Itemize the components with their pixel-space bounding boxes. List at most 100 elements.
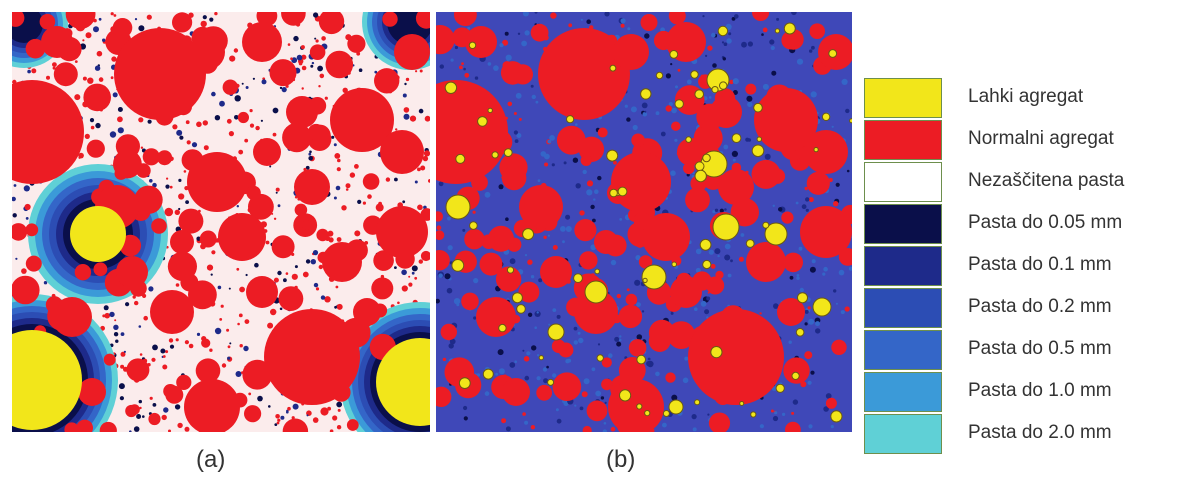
lightweight-aggregate [750, 411, 757, 418]
paste-speckle [474, 76, 479, 80]
normal-aggregate [222, 79, 238, 95]
lightweight-aggregate [636, 354, 646, 365]
paste-speckle [524, 375, 530, 381]
paste-speckle [113, 14, 117, 17]
normal-aggregate [706, 276, 725, 295]
paste-speckle [581, 391, 588, 398]
paste-speckle [655, 111, 660, 116]
paste-speckle [301, 54, 307, 60]
microstructure-image-a [12, 12, 430, 432]
paste-speckle [237, 322, 240, 326]
normal-aggregate [436, 80, 508, 184]
legend-swatch [864, 330, 942, 370]
lightweight-aggregate [710, 346, 723, 359]
paste-speckle [670, 170, 676, 176]
paste-speckle [620, 23, 625, 28]
paste-speckle [522, 349, 525, 352]
paste-speckle [172, 124, 178, 130]
paste-speckle [25, 217, 29, 220]
normal-aggregate [380, 130, 424, 174]
paste-speckle [186, 140, 191, 145]
paste-speckle [226, 118, 232, 124]
lightweight-aggregate [685, 136, 692, 143]
paste-speckle [487, 62, 492, 66]
paste-speckle [759, 312, 762, 315]
paste-speckle [274, 423, 278, 426]
paste-speckle [565, 226, 572, 232]
lightweight-aggregate [617, 186, 628, 197]
paste-speckle [113, 332, 119, 337]
paste-speckle [313, 282, 319, 288]
paste-speckle [408, 275, 411, 278]
lightweight-aggregate [468, 41, 477, 49]
paste-speckle [117, 127, 124, 134]
paste-speckle [579, 406, 584, 411]
paste-speckle [118, 383, 125, 390]
normal-aggregate [12, 275, 40, 305]
lightweight-aggregate [702, 153, 711, 163]
paste-speckle [275, 187, 280, 192]
lightweight-aggregate [609, 64, 617, 72]
paste-speckle [556, 314, 561, 319]
paste-speckle [527, 259, 533, 265]
normal-aggregate [613, 34, 649, 70]
paste-speckle [771, 70, 777, 76]
paste-speckle [804, 309, 809, 314]
paste-speckle [453, 298, 461, 305]
normal-aggregate [746, 242, 786, 282]
panel-a-caption: (a) [196, 446, 226, 473]
paste-speckle [367, 194, 372, 199]
normal-aggregate [99, 421, 117, 432]
paste-speckle [275, 414, 280, 419]
normal-aggregate [685, 187, 710, 213]
microstructure-image-b [436, 12, 852, 432]
lightweight-aggregate [503, 148, 513, 158]
lightweight-aggregate [445, 194, 471, 220]
paste-speckle [345, 188, 349, 191]
paste-speckle [515, 92, 522, 99]
normal-aggregate [800, 206, 852, 258]
paste-speckle [712, 210, 716, 214]
paste-speckle [168, 338, 174, 343]
paste-speckle [804, 322, 808, 326]
paste-speckle [286, 409, 289, 413]
normal-aggregate [362, 173, 380, 190]
paste-speckle [276, 421, 280, 425]
paste-speckle [472, 210, 476, 214]
paste-speckle [741, 41, 747, 48]
paste-speckle [603, 422, 607, 425]
paste-speckle [217, 285, 222, 290]
normal-aggregate [172, 12, 193, 33]
paste-speckle [449, 338, 456, 345]
paste-speckle [103, 305, 109, 311]
paste-speckle [401, 269, 407, 276]
paste-speckle [287, 43, 291, 46]
paste-speckle [530, 84, 534, 88]
paste-speckle [516, 133, 522, 138]
paste-speckle [721, 41, 725, 44]
normal-aggregate [281, 12, 306, 26]
paste-speckle [619, 335, 622, 338]
paste-speckle [301, 87, 304, 90]
normal-aggregate [12, 12, 25, 27]
paste-speckle [185, 200, 190, 205]
lightweight-aggregate [487, 107, 493, 114]
paste-speckle [549, 135, 555, 141]
normal-aggregate [322, 242, 362, 282]
normal-aggregate [294, 169, 330, 205]
paste-speckle [397, 301, 400, 305]
paste-speckle [616, 341, 622, 347]
lightweight-aggregate [694, 169, 707, 183]
paste-speckle [337, 408, 341, 412]
paste-speckle [719, 208, 724, 213]
paste-speckle [732, 78, 739, 85]
normal-aggregate [831, 339, 847, 355]
paste-speckle [808, 318, 815, 325]
paste-speckle [138, 325, 142, 328]
normal-aggregate [176, 374, 192, 390]
lightweight-aggregate [516, 304, 526, 314]
paste-speckle [463, 416, 468, 421]
normal-aggregate [783, 252, 803, 273]
paste-speckle [828, 177, 833, 183]
paste-speckle [151, 357, 156, 362]
